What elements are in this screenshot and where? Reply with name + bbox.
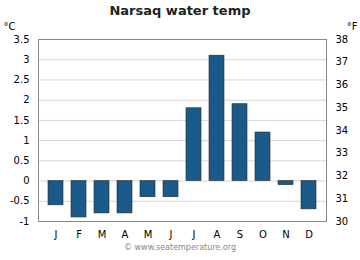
- svg-text:2.5: 2.5: [14, 74, 30, 85]
- html-text:© www.seatemperature.org: © www.seatemperature.org: [124, 243, 236, 252]
- svg-text:-1: -1: [20, 216, 30, 227]
- svg-text:°C: °C: [4, 21, 16, 32]
- svg-text:3.5: 3.5: [14, 34, 30, 45]
- svg-text:M: M: [98, 229, 107, 240]
- svg-text:D: D: [305, 229, 313, 240]
- svg-text:N: N: [282, 229, 289, 240]
- svg-text:0.5: 0.5: [14, 155, 30, 166]
- svg-text:38: 38: [336, 34, 349, 45]
- svg-text:1.5: 1.5: [14, 115, 30, 126]
- svg-text:°F: °F: [347, 21, 358, 32]
- svg-text:O: O: [259, 229, 267, 240]
- svg-text:37: 37: [336, 56, 349, 67]
- svg-text:-0.5: -0.5: [10, 195, 30, 206]
- svg-text:33: 33: [336, 147, 349, 158]
- svg-text:3: 3: [23, 54, 29, 65]
- svg-text:36: 36: [336, 79, 349, 90]
- svg-text:A: A: [214, 229, 221, 240]
- svg-text:A: A: [122, 229, 129, 240]
- svg-text:2: 2: [23, 94, 29, 105]
- svg-text:M: M: [144, 229, 153, 240]
- svg-text:1: 1: [23, 135, 29, 146]
- svg-text:31: 31: [336, 193, 349, 204]
- svg-text:J: J: [169, 229, 173, 240]
- svg-text:34: 34: [336, 125, 349, 136]
- svg-text:32: 32: [336, 170, 349, 181]
- svg-text:F: F: [76, 229, 82, 240]
- html-text:Narsaq water temp: Narsaq water temp: [109, 3, 251, 18]
- svg-text:30: 30: [336, 216, 349, 227]
- svg-text:S: S: [237, 229, 243, 240]
- svg-text:0: 0: [23, 175, 29, 186]
- svg-text:J: J: [54, 229, 58, 240]
- svg-text:J: J: [192, 229, 196, 240]
- svg-text:35: 35: [336, 102, 349, 113]
